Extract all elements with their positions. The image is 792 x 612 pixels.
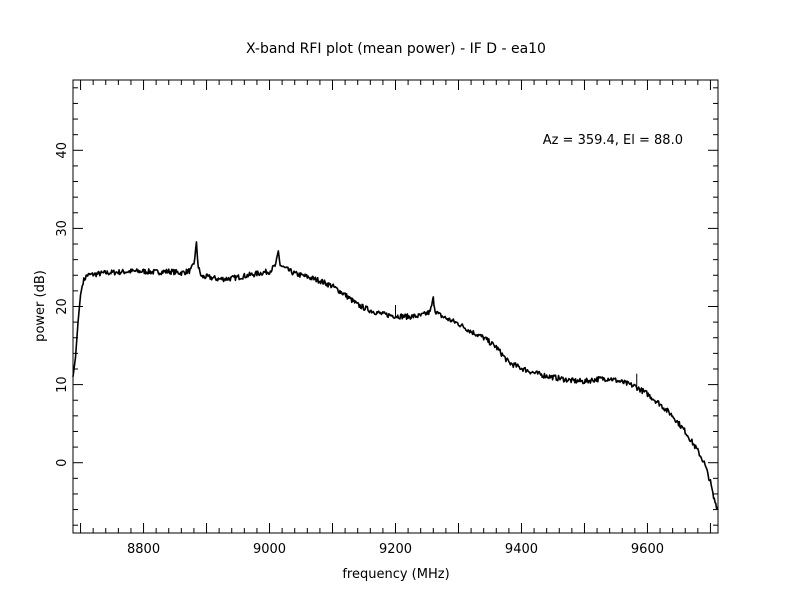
y-tick-label: 40 [55, 142, 70, 159]
y-axis-ticks: 0 10 20 30 40 [55, 87, 718, 526]
x-tick-label: 8800 [127, 542, 160, 557]
x-axis-label: frequency (MHz) [342, 567, 449, 582]
x-tick-label: 9200 [379, 542, 412, 557]
chart-title: X-band RFI plot (mean power) - IF D - ea… [246, 41, 546, 57]
y-axis-label: power (dB) [33, 270, 48, 342]
pointing-annotation: Az = 359.4, El = 88.0 [543, 133, 683, 148]
series-line-power [72, 241, 719, 510]
y-tick-label: 0 [55, 459, 70, 467]
x-tick-label: 9400 [505, 542, 538, 557]
x-tick-label: 9600 [631, 542, 664, 557]
y-tick-label: 20 [55, 298, 70, 315]
y-tick-label: 10 [55, 376, 70, 393]
x-axis-ticks: 8800 9000 9200 9400 9600 [80, 80, 711, 557]
y-tick-label: 30 [55, 220, 70, 237]
x-tick-label: 9000 [253, 542, 286, 557]
